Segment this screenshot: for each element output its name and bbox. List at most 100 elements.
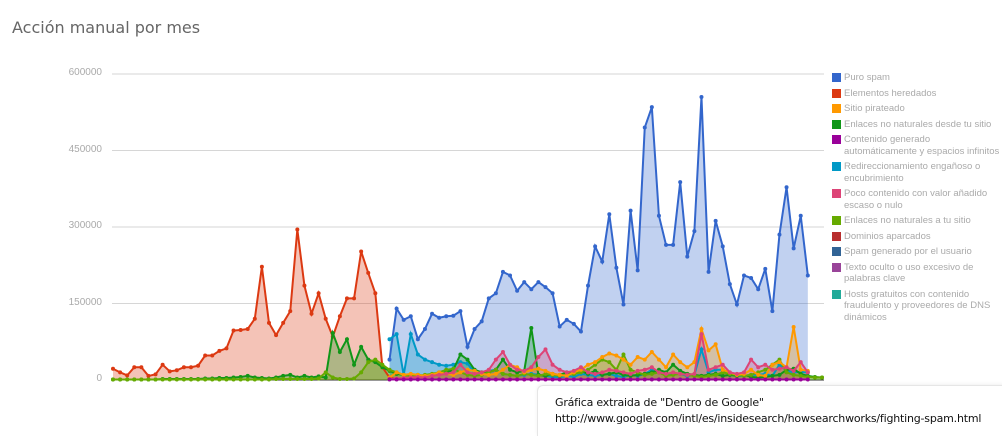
source-url[interactable]: http://www.google.com/intl/es/insidesear… (555, 412, 982, 425)
data-point[interactable] (734, 371, 739, 376)
data-point[interactable] (749, 372, 754, 377)
data-point[interactable] (508, 362, 513, 367)
data-point[interactable] (479, 319, 484, 324)
data-point[interactable] (791, 372, 796, 377)
data-point[interactable] (621, 370, 626, 375)
data-point[interactable] (742, 273, 747, 278)
data-point[interactable] (529, 377, 534, 382)
data-point[interactable] (493, 371, 498, 376)
data-point[interactable] (664, 377, 669, 382)
data-point[interactable] (444, 314, 449, 319)
data-point[interactable] (529, 325, 534, 330)
data-point[interactable] (125, 373, 130, 378)
data-point[interactable] (763, 362, 768, 367)
data-point[interactable] (671, 362, 676, 367)
data-point[interactable] (784, 365, 789, 370)
data-point[interactable] (586, 362, 591, 367)
data-point[interactable] (770, 377, 775, 382)
data-point[interactable] (699, 94, 704, 99)
data-point[interactable] (671, 352, 676, 357)
data-point[interactable] (671, 242, 676, 247)
legend-item[interactable]: Redireccionamiento engañoso o encubrimie… (832, 161, 1002, 184)
legend-item[interactable]: Contenido generado automáticamente y esp… (832, 134, 1002, 157)
data-point[interactable] (472, 327, 477, 331)
data-point[interactable] (288, 372, 293, 377)
data-point[interactable] (543, 371, 548, 376)
data-point[interactable] (749, 357, 754, 362)
data-point[interactable] (635, 268, 640, 273)
data-point[interactable] (465, 370, 470, 375)
data-point[interactable] (451, 370, 456, 375)
data-point[interactable] (685, 254, 690, 259)
data-point[interactable] (422, 357, 427, 362)
data-point[interactable] (302, 283, 307, 288)
data-point[interactable] (451, 366, 456, 371)
data-point[interactable] (642, 125, 647, 130)
data-point[interactable] (720, 373, 725, 378)
data-point[interactable] (720, 362, 725, 367)
data-point[interactable] (770, 373, 775, 378)
data-point[interactable] (444, 377, 449, 382)
data-point[interactable] (472, 368, 477, 373)
data-point[interactable] (465, 344, 470, 349)
data-point[interactable] (770, 362, 775, 367)
data-point[interactable] (770, 309, 775, 314)
data-point[interactable] (366, 360, 371, 365)
data-point[interactable] (444, 363, 449, 368)
data-point[interactable] (153, 377, 158, 382)
data-point[interactable] (763, 373, 768, 378)
data-point[interactable] (593, 368, 598, 373)
data-point[interactable] (805, 273, 810, 278)
data-point[interactable] (727, 377, 732, 382)
data-point[interactable] (692, 371, 697, 376)
data-point[interactable] (451, 313, 456, 318)
data-point[interactable] (118, 370, 123, 375)
data-point[interactable] (805, 377, 810, 382)
data-point[interactable] (529, 287, 534, 292)
data-point[interactable] (472, 371, 477, 376)
legend-item[interactable]: Dominios aparcados (832, 231, 1002, 243)
legend-item[interactable]: Sitio pirateado (832, 103, 1002, 115)
data-point[interactable] (749, 377, 754, 382)
data-point[interactable] (614, 353, 619, 358)
data-point[interactable] (515, 373, 520, 378)
data-point[interactable] (798, 367, 803, 372)
data-point[interactable] (586, 377, 591, 382)
data-point[interactable] (727, 370, 732, 375)
data-point[interactable] (614, 368, 619, 373)
data-point[interactable] (274, 333, 279, 338)
data-point[interactable] (642, 367, 647, 372)
data-point[interactable] (458, 370, 463, 375)
data-point[interactable] (465, 357, 470, 362)
legend-item[interactable]: Enlaces no naturales desde tu sitio (832, 119, 1002, 131)
data-point[interactable] (699, 327, 704, 331)
data-point[interactable] (692, 229, 697, 234)
data-point[interactable] (352, 362, 357, 367)
data-point[interactable] (111, 366, 115, 371)
data-point[interactable] (196, 363, 201, 368)
data-point[interactable] (621, 352, 626, 357)
data-point[interactable] (600, 259, 605, 264)
data-point[interactable] (316, 291, 321, 296)
data-point[interactable] (160, 377, 165, 382)
data-point[interactable] (295, 376, 300, 381)
data-point[interactable] (352, 296, 357, 301)
data-point[interactable] (437, 377, 442, 382)
data-point[interactable] (224, 377, 229, 382)
data-point[interactable] (642, 357, 647, 362)
data-point[interactable] (231, 377, 236, 382)
data-point[interactable] (458, 309, 463, 314)
data-point[interactable] (288, 309, 293, 314)
data-point[interactable] (607, 360, 612, 365)
data-point[interactable] (678, 368, 683, 373)
data-point[interactable] (607, 351, 612, 356)
data-point[interactable] (302, 373, 307, 378)
data-point[interactable] (337, 314, 342, 319)
data-point[interactable] (635, 368, 640, 373)
data-point[interactable] (685, 377, 690, 382)
data-point[interactable] (210, 353, 215, 358)
data-point[interactable] (763, 266, 768, 271)
data-point[interactable] (621, 377, 626, 382)
data-point[interactable] (798, 377, 803, 382)
data-point[interactable] (245, 373, 250, 378)
